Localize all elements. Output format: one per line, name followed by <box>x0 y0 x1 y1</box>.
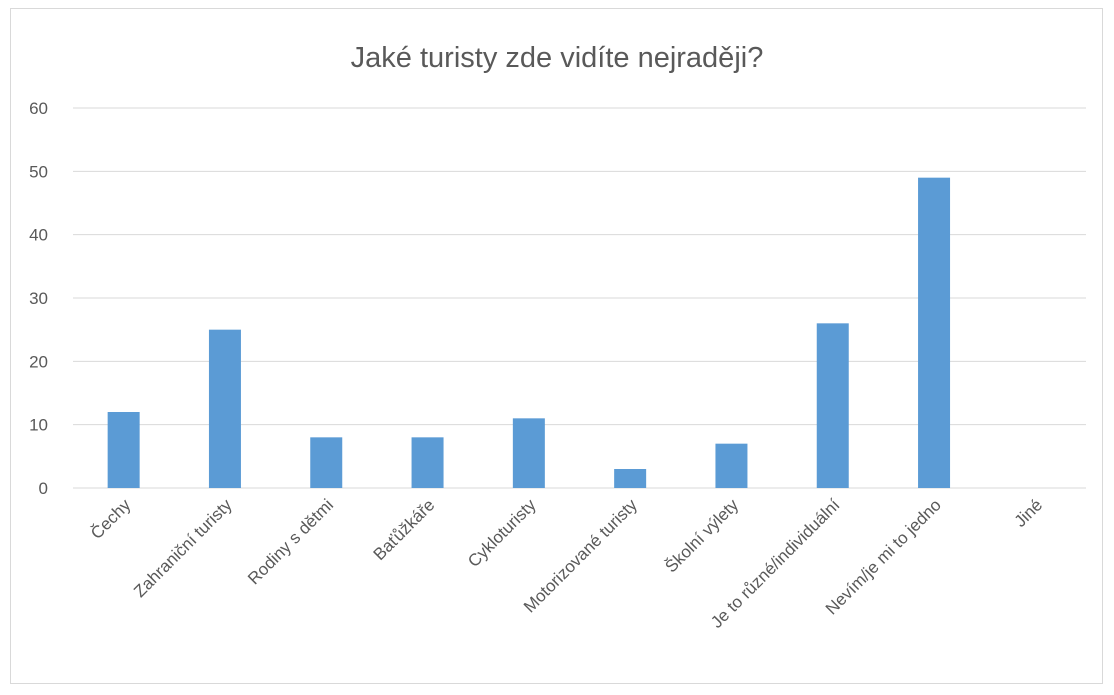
bar <box>411 437 444 488</box>
x-tick-label: Rodiny s dětmi <box>244 495 337 588</box>
x-tick-label: Čechy <box>87 495 135 543</box>
x-tick-label: Zahraniční turisty <box>130 495 236 601</box>
y-tick-label: 10 <box>29 416 48 435</box>
bars <box>107 177 951 488</box>
x-tick-label: Cykloturisty <box>464 495 540 571</box>
bar <box>208 329 241 488</box>
bar <box>614 469 647 488</box>
y-tick-label: 40 <box>29 226 48 245</box>
y-tick-label: 50 <box>29 162 48 181</box>
bar <box>918 177 951 488</box>
chart-title: Jaké turisty zde vidíte nejraději? <box>351 42 764 74</box>
x-tick-label: Baťůžkáře <box>370 495 439 564</box>
bar <box>310 437 343 488</box>
x-tick-label: Motorizované turisty <box>520 495 641 616</box>
y-tick-label: 60 <box>29 99 48 118</box>
y-tick-label: 0 <box>39 479 48 498</box>
x-tick-label: Nevím/je mi to jedno <box>822 495 945 618</box>
y-tick-label: 30 <box>29 289 48 308</box>
bar <box>816 323 849 488</box>
y-axis-ticks: 0 10 20 30 40 50 60 <box>29 99 48 498</box>
x-tick-label: Školní výlety <box>661 495 742 576</box>
x-tick-label: Jiné <box>1011 495 1046 530</box>
bar <box>715 443 748 488</box>
bar <box>107 412 140 488</box>
bar <box>512 418 545 488</box>
gridlines <box>73 107 1086 489</box>
y-tick-label: 20 <box>29 352 48 371</box>
